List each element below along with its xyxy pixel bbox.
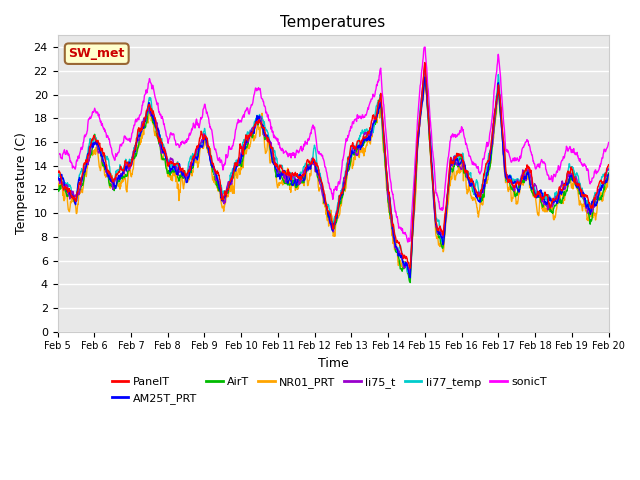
li77_temp xyxy=(421,65,429,71)
NR01_PRT xyxy=(163,161,170,167)
PanelT xyxy=(54,168,61,174)
PanelT xyxy=(176,164,184,170)
Title: Temperatures: Temperatures xyxy=(280,15,386,30)
NR01_PRT xyxy=(176,190,184,195)
li77_temp xyxy=(54,170,61,176)
X-axis label: Time: Time xyxy=(317,357,348,370)
li77_temp xyxy=(404,270,412,276)
NR01_PRT xyxy=(406,275,413,280)
sonicT xyxy=(176,143,184,148)
PanelT xyxy=(406,265,413,271)
PanelT xyxy=(419,82,427,87)
Legend: PanelT, AM25T_PRT, AirT, NR01_PRT, li75_t, li77_temp, sonicT: PanelT, AM25T_PRT, AirT, NR01_PRT, li75_… xyxy=(107,373,551,408)
sonicT xyxy=(420,44,428,50)
AirT xyxy=(238,164,246,169)
li75_t xyxy=(238,149,246,155)
li77_temp xyxy=(238,149,246,155)
li75_t xyxy=(421,61,429,67)
AirT xyxy=(54,182,61,188)
li77_temp xyxy=(419,86,427,92)
AirT xyxy=(406,280,414,286)
PanelT xyxy=(238,145,246,151)
li77_temp xyxy=(605,166,612,171)
AM25T_PRT xyxy=(421,74,429,80)
NR01_PRT xyxy=(540,208,548,214)
PanelT xyxy=(492,106,499,112)
AM25T_PRT xyxy=(176,166,184,171)
NR01_PRT xyxy=(421,80,429,85)
sonicT xyxy=(404,239,412,245)
AM25T_PRT xyxy=(406,275,414,281)
AM25T_PRT xyxy=(163,157,170,163)
PanelT xyxy=(540,195,548,201)
Line: sonicT: sonicT xyxy=(58,47,609,242)
NR01_PRT xyxy=(419,91,427,97)
li77_temp xyxy=(540,193,548,199)
li75_t xyxy=(54,176,61,181)
li77_temp xyxy=(492,107,499,112)
sonicT xyxy=(238,117,246,123)
Line: li77_temp: li77_temp xyxy=(58,68,609,273)
Line: AM25T_PRT: AM25T_PRT xyxy=(58,77,609,278)
li75_t xyxy=(419,82,427,88)
AM25T_PRT xyxy=(238,152,246,157)
Text: SW_met: SW_met xyxy=(68,47,125,60)
NR01_PRT xyxy=(54,178,61,184)
li77_temp xyxy=(176,166,184,172)
AirT xyxy=(492,115,499,121)
AM25T_PRT xyxy=(605,172,612,178)
li75_t xyxy=(492,111,499,117)
AM25T_PRT xyxy=(419,98,427,104)
Line: AirT: AirT xyxy=(58,75,609,283)
AirT xyxy=(163,167,170,172)
AirT xyxy=(176,172,184,178)
AM25T_PRT xyxy=(540,197,548,203)
NR01_PRT xyxy=(492,119,499,124)
PanelT xyxy=(421,60,429,65)
AirT xyxy=(540,200,548,206)
sonicT xyxy=(163,133,170,139)
AM25T_PRT xyxy=(54,174,61,180)
sonicT xyxy=(54,147,61,153)
NR01_PRT xyxy=(605,173,612,179)
sonicT xyxy=(492,80,499,85)
PanelT xyxy=(163,154,170,159)
li75_t xyxy=(176,168,184,174)
li75_t xyxy=(163,155,170,160)
Line: li75_t: li75_t xyxy=(58,64,609,273)
li75_t xyxy=(406,270,414,276)
AirT xyxy=(605,170,612,176)
li75_t xyxy=(540,202,548,207)
PanelT xyxy=(605,162,612,168)
AirT xyxy=(421,72,429,78)
li75_t xyxy=(605,167,612,172)
AirT xyxy=(419,91,427,97)
Line: PanelT: PanelT xyxy=(58,62,609,268)
NR01_PRT xyxy=(238,163,246,169)
Y-axis label: Temperature (C): Temperature (C) xyxy=(15,132,28,234)
Line: NR01_PRT: NR01_PRT xyxy=(58,83,609,277)
sonicT xyxy=(540,159,548,165)
li77_temp xyxy=(163,154,170,160)
AM25T_PRT xyxy=(492,107,499,113)
sonicT xyxy=(605,140,612,145)
sonicT xyxy=(419,58,427,64)
